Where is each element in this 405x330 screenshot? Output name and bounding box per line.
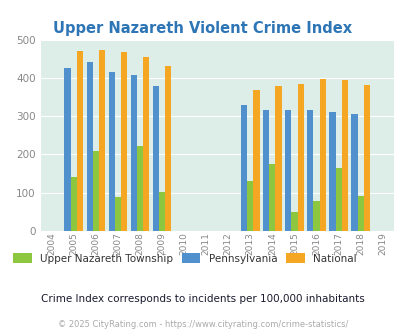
Bar: [108, 72, 115, 231]
Bar: [165, 66, 171, 231]
Bar: [130, 75, 136, 231]
Bar: [70, 178, 77, 231]
Bar: [297, 84, 303, 231]
Bar: [307, 110, 313, 231]
Bar: [262, 110, 269, 231]
Bar: [269, 164, 275, 231]
Bar: [143, 57, 149, 231]
Bar: [313, 201, 319, 231]
Bar: [64, 68, 70, 231]
Bar: [247, 181, 253, 231]
Bar: [351, 114, 357, 231]
Bar: [357, 196, 363, 231]
Bar: [328, 112, 335, 231]
Bar: [115, 197, 121, 231]
Text: Crime Index corresponds to incidents per 100,000 inhabitants: Crime Index corresponds to incidents per…: [41, 294, 364, 304]
Legend: Upper Nazareth Township, Pennsylvania, National: Upper Nazareth Township, Pennsylvania, N…: [13, 253, 356, 264]
Bar: [275, 86, 281, 231]
Bar: [291, 212, 297, 231]
Bar: [158, 192, 165, 231]
Bar: [253, 90, 259, 231]
Bar: [363, 85, 369, 231]
Bar: [99, 50, 105, 231]
Bar: [152, 85, 158, 231]
Bar: [241, 105, 247, 231]
Text: © 2025 CityRating.com - https://www.cityrating.com/crime-statistics/: © 2025 CityRating.com - https://www.city…: [58, 319, 347, 329]
Bar: [319, 79, 325, 231]
Bar: [284, 110, 291, 231]
Bar: [92, 150, 99, 231]
Bar: [341, 80, 347, 231]
Text: Upper Nazareth Violent Crime Index: Upper Nazareth Violent Crime Index: [53, 21, 352, 36]
Bar: [136, 146, 143, 231]
Bar: [86, 62, 92, 231]
Bar: [77, 51, 83, 231]
Bar: [121, 52, 127, 231]
Bar: [335, 168, 341, 231]
